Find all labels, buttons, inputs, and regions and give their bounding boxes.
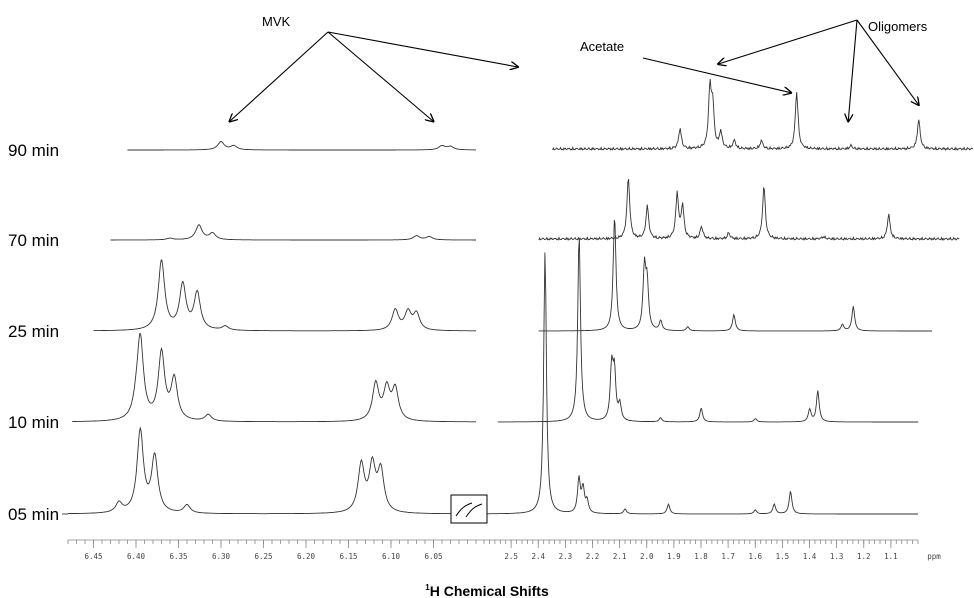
tick-label: 1.3 — [830, 552, 844, 561]
spectrum-trace-25-min-left — [93, 259, 476, 332]
annotation-arrow — [327, 31, 434, 122]
tick-label: 2.3 — [559, 552, 573, 561]
annotation-label: MVK — [262, 14, 291, 29]
annotation-arrow — [856, 19, 919, 105]
break-stroke — [455, 502, 473, 517]
row-label: 70 min — [8, 231, 59, 250]
annotation-label: Oligomers — [868, 19, 928, 34]
spectrum-trace-90-min-left — [127, 141, 476, 151]
annotation-label: Acetate — [580, 39, 624, 54]
spectrum-trace-05-min-right — [484, 252, 918, 515]
annotation-arrow — [327, 31, 518, 67]
x-axis: 6.45 6.40 6.35 6.30 6.25 6.20 6.15 6.10 6.05 2.5 2… — [67, 539, 941, 561]
tick-label: 6.45 — [84, 552, 102, 561]
break-stroke — [465, 503, 483, 518]
spectrum-trace-70-min-left — [110, 224, 476, 241]
tick-label: 1.4 — [803, 552, 817, 561]
tick-label: 1.7 — [721, 552, 735, 561]
tick-label: 6.35 — [169, 552, 187, 561]
spectrum-trace-25-min-right — [538, 219, 932, 332]
spectrum-trace-10-min-left — [72, 333, 476, 423]
tick-label: 2.2 — [586, 552, 600, 561]
spectrum-trace-90-min-right — [552, 78, 974, 152]
tick-label: 6.25 — [254, 552, 272, 561]
row-label: 25 min — [8, 322, 59, 341]
x-axis-label-text: H Chemical Shifts — [430, 583, 549, 598]
tick-label: 6.20 — [297, 552, 316, 561]
tick-label: 6.05 — [424, 552, 442, 561]
spectra-traces — [62, 78, 974, 515]
tick-label: 1.8 — [694, 552, 708, 561]
annotation-arrow — [230, 31, 329, 122]
tick-label: 1.1 — [884, 552, 898, 561]
row-label: 90 min — [8, 141, 59, 160]
tick-label: 2.5 — [504, 552, 518, 561]
tick-label: 6.15 — [339, 552, 357, 561]
tick-label: 6.40 — [127, 552, 146, 561]
tick-label: 6.30 — [212, 552, 231, 561]
tick-label: 2.4 — [531, 552, 545, 561]
row-label: 05 min — [8, 505, 59, 524]
x-axis-label-sup: 1 — [425, 583, 430, 592]
annotation-arrow — [642, 57, 791, 93]
spectrum-trace-05-min-left — [68, 426, 476, 515]
tick-label: 1.5 — [776, 552, 790, 561]
row-label: 10 min — [8, 413, 59, 432]
tick-label: 2.0 — [640, 552, 654, 561]
tick-label: 1.6 — [748, 552, 762, 561]
spectrum-trace-10-min-right — [497, 238, 919, 423]
tick-label: 2.1 — [613, 552, 627, 561]
x-unit-label: ppm — [927, 552, 941, 561]
spectrum-trace-70-min-right — [538, 178, 960, 241]
annotation-arrow — [718, 19, 858, 64]
annotations: MVK Acetate Oligomers — [230, 14, 928, 122]
break-box — [450, 494, 488, 524]
x-axis-label: 1H Chemical Shifts — [425, 583, 549, 598]
tick-label: 1.9 — [667, 552, 681, 561]
axis-break-icon — [450, 494, 488, 524]
tick-label: 6.10 — [382, 552, 401, 561]
annotation-arrow — [848, 19, 858, 122]
tick-label: 1.2 — [857, 552, 871, 561]
row-labels: 05 min 10 min 25 min 70 min 90 min — [8, 141, 59, 524]
